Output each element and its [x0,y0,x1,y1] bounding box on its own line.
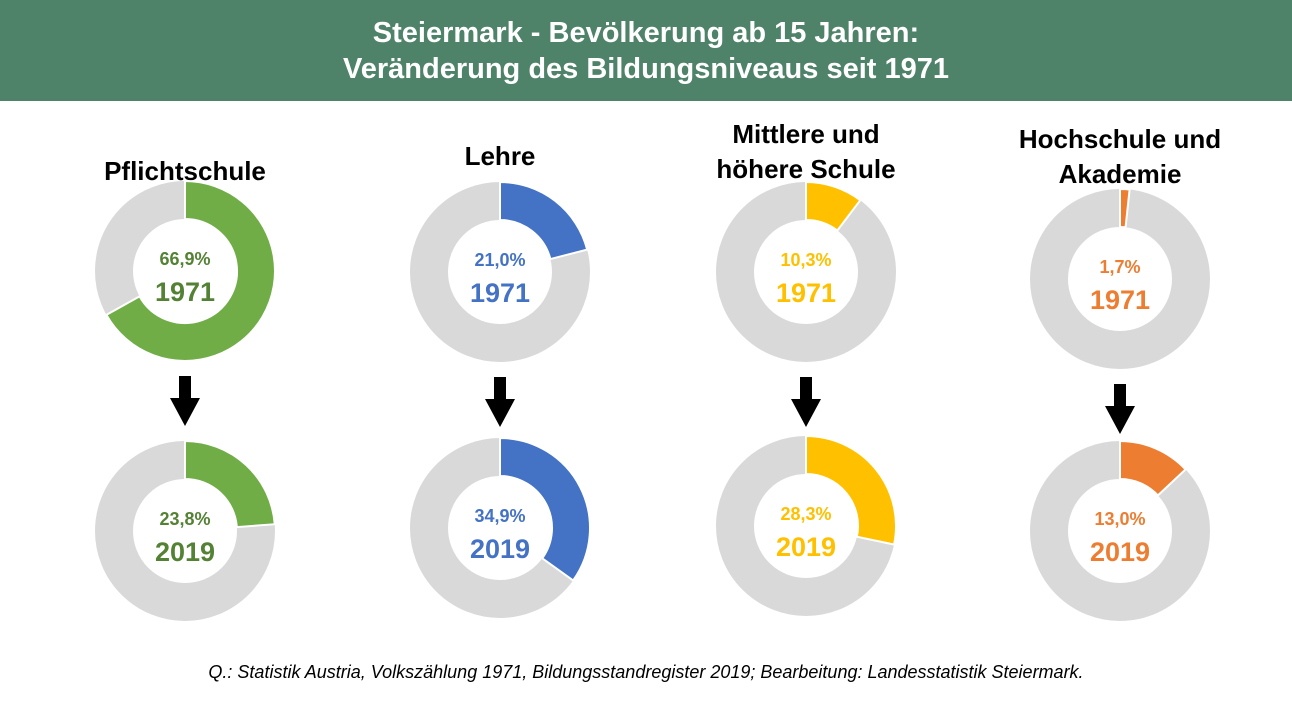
hochschule-akademie-title-line-2: Akademie [1059,159,1182,189]
hochschule-akademie-1971-year-label: 1971 [1090,285,1150,315]
hochschule-akademie-2019-slice [1119,439,1188,497]
mittlere-hoehere-schule-2019-year-label: 2019 [776,532,836,562]
hochschule-akademie-1971-percent-label: 1,7% [1099,257,1140,277]
pflichtschule-1971-year-label: 1971 [155,277,215,307]
hochschule-akademie-2019-year-label: 2019 [1090,537,1150,567]
lehre-2019-slice [499,436,591,582]
title-banner: Steiermark - Bevölkerung ab 15 Jahren: V… [0,0,1292,101]
mittlere-hoehere-schule-2019-slice [805,434,897,546]
pflichtschule-down-arrow-icon [170,376,200,426]
lehre-1971-slice [499,180,589,261]
lehre-1971-percent-label: 21,0% [474,250,525,270]
lehre-2019-year-label: 2019 [470,534,530,564]
mittlere-hoehere-schule-title-line-1: Mittlere und [732,119,879,149]
lehre-title-line-1: Lehre [465,141,536,171]
source-note: Q.: Statistik Austria, Volkszählung 1971… [208,662,1084,682]
pflichtschule-2019-percent-label: 23,8% [159,509,210,529]
mittlere-hoehere-schule-1971-slice [805,180,862,232]
mittlere-hoehere-schule-title-line-2: höhere Schule [716,154,895,184]
hochschule-akademie-2019-percent-label: 13,0% [1094,509,1145,529]
hochschule-akademie-1971-slice [1119,187,1131,229]
hochschule-akademie-1971-remainder-ring [1030,189,1210,369]
title-line-2: Veränderung des Bildungsniveaus seit 197… [343,52,949,85]
mittlere-hoehere-schule-2019-percent-label: 28,3% [780,504,831,524]
mittlere-hoehere-schule-1971-remainder-ring [716,182,896,362]
hochschule-akademie-down-arrow-icon [1105,384,1135,434]
title-line-1: Steiermark - Bevölkerung ab 15 Jahren: [372,16,920,49]
mittlere-hoehere-schule-down-arrow-icon [791,377,821,427]
lehre-down-arrow-icon [485,377,515,427]
pflichtschule-1971-slice [105,179,276,362]
lehre-2019-percent-label: 34,9% [474,506,525,526]
pflichtschule-2019-slice [184,439,276,529]
mittlere-hoehere-schule-1971-percent-label: 10,3% [780,250,831,270]
pflichtschule-2019-year-label: 2019 [155,537,215,567]
pflichtschule-1971-percent-label: 66,9% [159,249,210,269]
hochschule-akademie-title-line-1: Hochschule und [1019,124,1221,154]
lehre-1971-year-label: 1971 [470,278,530,308]
mittlere-hoehere-schule-1971-year-label: 1971 [776,278,836,308]
